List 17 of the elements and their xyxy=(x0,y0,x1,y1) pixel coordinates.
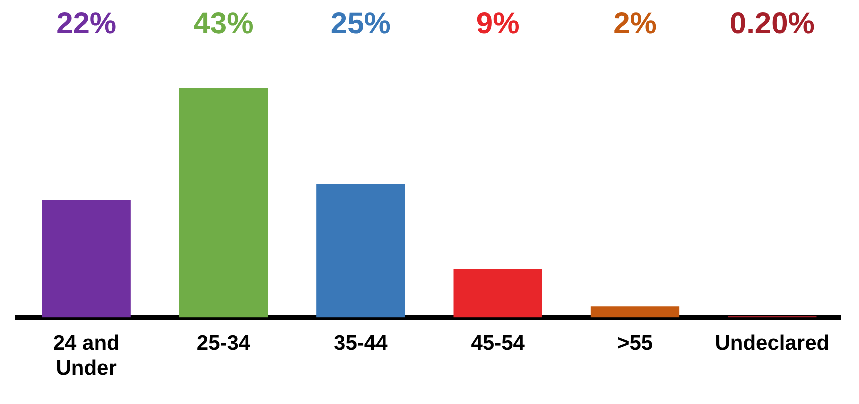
data-label: 25% xyxy=(330,7,391,40)
x-tick-label: Undeclared xyxy=(715,332,830,355)
data-label: 43% xyxy=(194,7,254,40)
bar xyxy=(454,269,542,318)
x-tick-label: 35-44 xyxy=(334,332,388,355)
bar xyxy=(179,88,268,318)
data-label: 9% xyxy=(476,7,520,40)
x-tick-label: >55 xyxy=(617,332,654,355)
data-label: 22% xyxy=(56,7,117,40)
bar xyxy=(590,306,680,318)
bar xyxy=(316,184,406,318)
data-label: 2% xyxy=(614,7,657,40)
bar xyxy=(42,200,131,318)
x-tick-label: 24 and Under xyxy=(53,332,120,380)
data-label: 0.20% xyxy=(730,7,815,40)
x-tick-label: 25-34 xyxy=(196,332,251,355)
x-tick-label: 45-54 xyxy=(471,332,526,355)
